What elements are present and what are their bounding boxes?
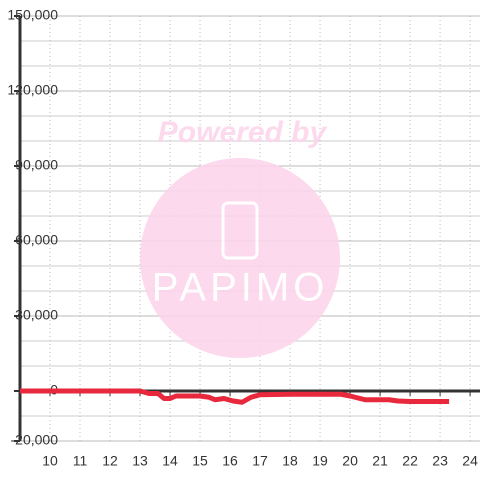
watermark: Powered by PAPIMO xyxy=(140,116,340,358)
x-tick-label: 11 xyxy=(73,453,88,469)
data-line xyxy=(20,388,450,405)
y-tick-label: 60,000 xyxy=(15,232,58,248)
x-tick-label: 16 xyxy=(222,453,238,469)
x-tick-label: 22 xyxy=(402,453,418,469)
watermark-logo: PAPIMO xyxy=(152,266,329,310)
x-tick-label: 19 xyxy=(312,453,328,469)
x-tick-label: 24 xyxy=(462,453,478,469)
x-tick-label: 23 xyxy=(432,453,448,469)
y-tick-label: -20,000 xyxy=(11,432,59,448)
x-tick-label: 15 xyxy=(192,453,208,469)
watermark-text: Powered by xyxy=(158,116,328,149)
y-tick-label: 150,000 xyxy=(7,7,58,23)
x-tick-label: 20 xyxy=(342,453,358,469)
x-tick-label: 18 xyxy=(282,453,298,469)
x-tick-label: 13 xyxy=(132,453,148,469)
y-tick-label: 90,000 xyxy=(15,157,58,173)
x-tick-label: 14 xyxy=(162,453,178,469)
y-tick-label: 30,000 xyxy=(15,307,58,323)
y-tick-label: 120,000 xyxy=(7,82,58,98)
x-tick-label: 17 xyxy=(252,453,268,469)
x-tick-label: 12 xyxy=(102,453,118,469)
watermark-icon xyxy=(221,201,259,260)
x-tick-label: 10 xyxy=(42,453,58,469)
x-tick-label: 21 xyxy=(372,453,388,469)
